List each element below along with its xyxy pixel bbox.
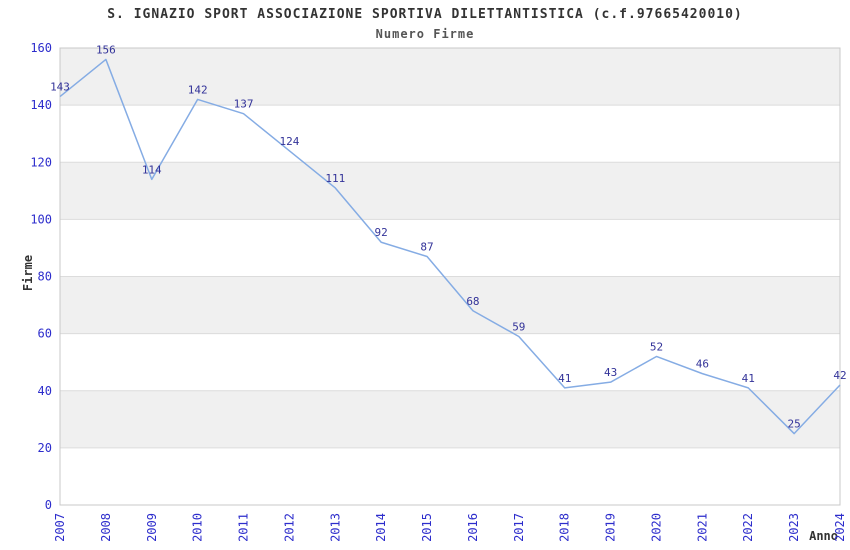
svg-text:2016: 2016 — [466, 513, 480, 542]
svg-text:2024: 2024 — [833, 513, 847, 542]
svg-text:156: 156 — [96, 43, 116, 56]
svg-text:143: 143 — [50, 81, 70, 94]
svg-text:40: 40 — [38, 384, 52, 398]
svg-text:92: 92 — [375, 226, 388, 239]
svg-text:87: 87 — [420, 241, 433, 254]
svg-text:2009: 2009 — [145, 513, 159, 542]
point-value-labels: 143 156 114 142 137 124 111 92 87 68 59 41 43 52 46 41 2… — [50, 43, 847, 430]
svg-text:2011: 2011 — [237, 513, 251, 542]
svg-text:59: 59 — [512, 320, 525, 333]
svg-text:2019: 2019 — [604, 513, 618, 542]
data-series-line — [59, 58, 841, 435]
svg-text:2010: 2010 — [191, 513, 205, 542]
svg-text:2022: 2022 — [741, 513, 755, 542]
y-tick-labels: 0 20 40 60 80 100 120 140 160 — [30, 41, 52, 512]
svg-text:100: 100 — [30, 212, 52, 226]
svg-text:68: 68 — [466, 295, 479, 308]
svg-text:2007: 2007 — [53, 513, 67, 542]
svg-text:2017: 2017 — [512, 513, 526, 542]
plot-border — [59, 47, 841, 506]
svg-text:160: 160 — [30, 41, 52, 55]
svg-text:2012: 2012 — [282, 513, 296, 542]
svg-text:114: 114 — [142, 163, 162, 176]
svg-text:41: 41 — [558, 372, 571, 385]
svg-text:111: 111 — [325, 172, 345, 185]
svg-text:140: 140 — [30, 98, 52, 112]
svg-text:0: 0 — [45, 498, 52, 512]
chart-subtitle: Numero Firme — [375, 27, 475, 41]
svg-text:46: 46 — [696, 358, 709, 371]
svg-text:41: 41 — [742, 372, 755, 385]
svg-text:2015: 2015 — [420, 513, 434, 542]
svg-text:42: 42 — [833, 369, 846, 382]
svg-text:2018: 2018 — [558, 513, 572, 542]
x-tick-labels: 2007 2008 2009 2010 2011 2012 2013 2014 2015 2016… — [53, 513, 847, 542]
svg-text:2020: 2020 — [649, 513, 663, 542]
svg-text:124: 124 — [279, 135, 299, 148]
svg-text:20: 20 — [38, 441, 52, 455]
svg-text:43: 43 — [604, 366, 617, 379]
svg-text:137: 137 — [234, 98, 254, 111]
svg-text:52: 52 — [650, 340, 663, 353]
chart-title: S. IGNAZIO SPORT ASSOCIAZIONE SPORTIVA D… — [107, 7, 743, 22]
plot-bands — [60, 48, 840, 506]
svg-text:2013: 2013 — [328, 513, 342, 542]
x-axis-title: Anno — [809, 529, 838, 543]
svg-text:2008: 2008 — [99, 513, 113, 542]
svg-text:2014: 2014 — [374, 513, 388, 542]
svg-text:25: 25 — [787, 418, 800, 431]
svg-text:2021: 2021 — [695, 513, 709, 542]
svg-text:60: 60 — [38, 327, 52, 341]
svg-text:120: 120 — [30, 155, 52, 169]
svg-text:80: 80 — [38, 270, 52, 284]
svg-text:2023: 2023 — [787, 513, 801, 542]
svg-text:142: 142 — [188, 83, 208, 96]
